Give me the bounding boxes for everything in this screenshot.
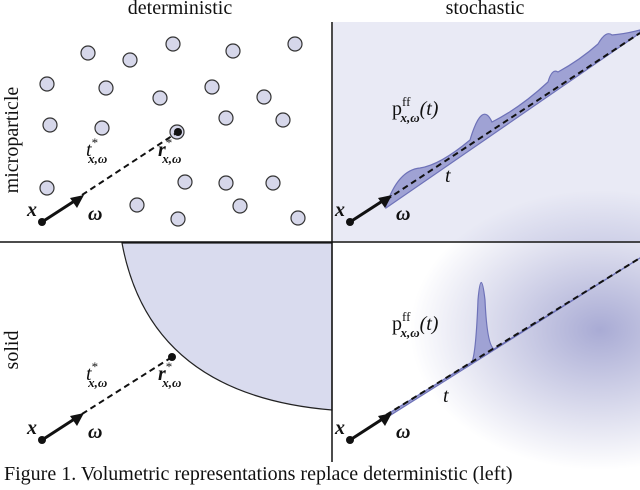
- symbol: r: [158, 363, 166, 385]
- direction-arrow: [41, 416, 77, 442]
- argument: (t): [420, 313, 439, 335]
- particle: [152, 90, 168, 106]
- math-label: r* x,ω: [158, 359, 181, 390]
- arrow-head: [378, 413, 392, 426]
- superscript: ff: [402, 94, 411, 109]
- particle: [177, 174, 193, 190]
- ray-origin: [38, 436, 46, 444]
- particle: [39, 180, 55, 196]
- density-curve: [385, 29, 640, 210]
- superscript: *: [92, 359, 99, 374]
- argument: (t): [420, 98, 439, 120]
- ray-param: t: [445, 165, 451, 187]
- particle: [94, 120, 110, 136]
- superscript: ff: [402, 309, 411, 324]
- particle: [218, 110, 234, 126]
- rays: [38, 29, 640, 444]
- particle: [290, 210, 306, 226]
- origin-label: x: [334, 199, 345, 221]
- ray: [81, 356, 173, 415]
- subscript: x,ω: [399, 110, 419, 125]
- column-title: stochastic: [446, 0, 525, 19]
- subscript: x,ω: [161, 151, 181, 166]
- math-label: r* x,ω: [158, 135, 181, 166]
- particle: [42, 117, 58, 133]
- subscript: x,ω: [87, 151, 107, 166]
- direction-label: ω: [396, 203, 410, 225]
- symbol: p: [392, 313, 402, 335]
- particle: [256, 89, 272, 105]
- superscript: *: [166, 135, 173, 150]
- particle: [122, 52, 138, 68]
- math-label: t* x,ω: [86, 359, 107, 390]
- direction-label: ω: [396, 421, 410, 443]
- particle: [265, 175, 281, 191]
- particle: [204, 79, 220, 95]
- origin-label: x: [334, 417, 345, 439]
- symbol: r: [158, 139, 166, 161]
- superscript: *: [92, 135, 99, 150]
- particle: [170, 211, 186, 227]
- direction-label: ω: [88, 203, 102, 225]
- origin-label: x: [26, 417, 37, 439]
- arrow-head: [70, 195, 84, 208]
- backgrounds: [121, 22, 640, 470]
- particle: [129, 197, 145, 213]
- subscript: x,ω: [87, 375, 107, 390]
- ray-origin: [346, 218, 354, 226]
- particle: [287, 36, 303, 52]
- particle: [39, 76, 55, 92]
- subscript: x,ω: [161, 375, 181, 390]
- math-label: pff x,ω(t): [392, 94, 439, 125]
- particle: [275, 112, 291, 128]
- ray-param: t: [443, 385, 449, 407]
- math-label: pff x,ω(t): [392, 309, 439, 340]
- symbol: t: [86, 363, 92, 385]
- hit-point: [168, 353, 176, 361]
- direction-arrow: [349, 198, 385, 224]
- arrow-head: [70, 413, 84, 426]
- particles: [39, 36, 306, 227]
- row-title: solid: [1, 331, 23, 370]
- particle: [232, 198, 248, 214]
- superscript: *: [166, 359, 173, 374]
- symbol: t: [86, 139, 92, 161]
- arrow-head: [378, 195, 392, 208]
- solid-region: [121, 242, 333, 411]
- symbol: p: [392, 98, 402, 120]
- particle: [165, 36, 181, 52]
- direction-label: ω: [88, 421, 102, 443]
- particle: [225, 43, 241, 59]
- row-title: microparticle: [1, 87, 23, 194]
- particle: [80, 45, 96, 61]
- math-label: t* x,ω: [86, 135, 107, 166]
- particle: [98, 80, 114, 96]
- column-title: deterministic: [128, 0, 233, 19]
- ray: [81, 131, 179, 196]
- direction-arrow: [349, 416, 385, 442]
- caption: Figure 1. Volumetric representations rep…: [4, 463, 513, 485]
- subscript: x,ω: [399, 325, 419, 340]
- origin-label: x: [26, 199, 37, 221]
- ray-origin: [346, 436, 354, 444]
- ray: [385, 32, 640, 201]
- particle: [218, 175, 234, 191]
- direction-arrow: [41, 198, 77, 224]
- ray-origin: [38, 218, 46, 226]
- hit-point: [174, 128, 182, 136]
